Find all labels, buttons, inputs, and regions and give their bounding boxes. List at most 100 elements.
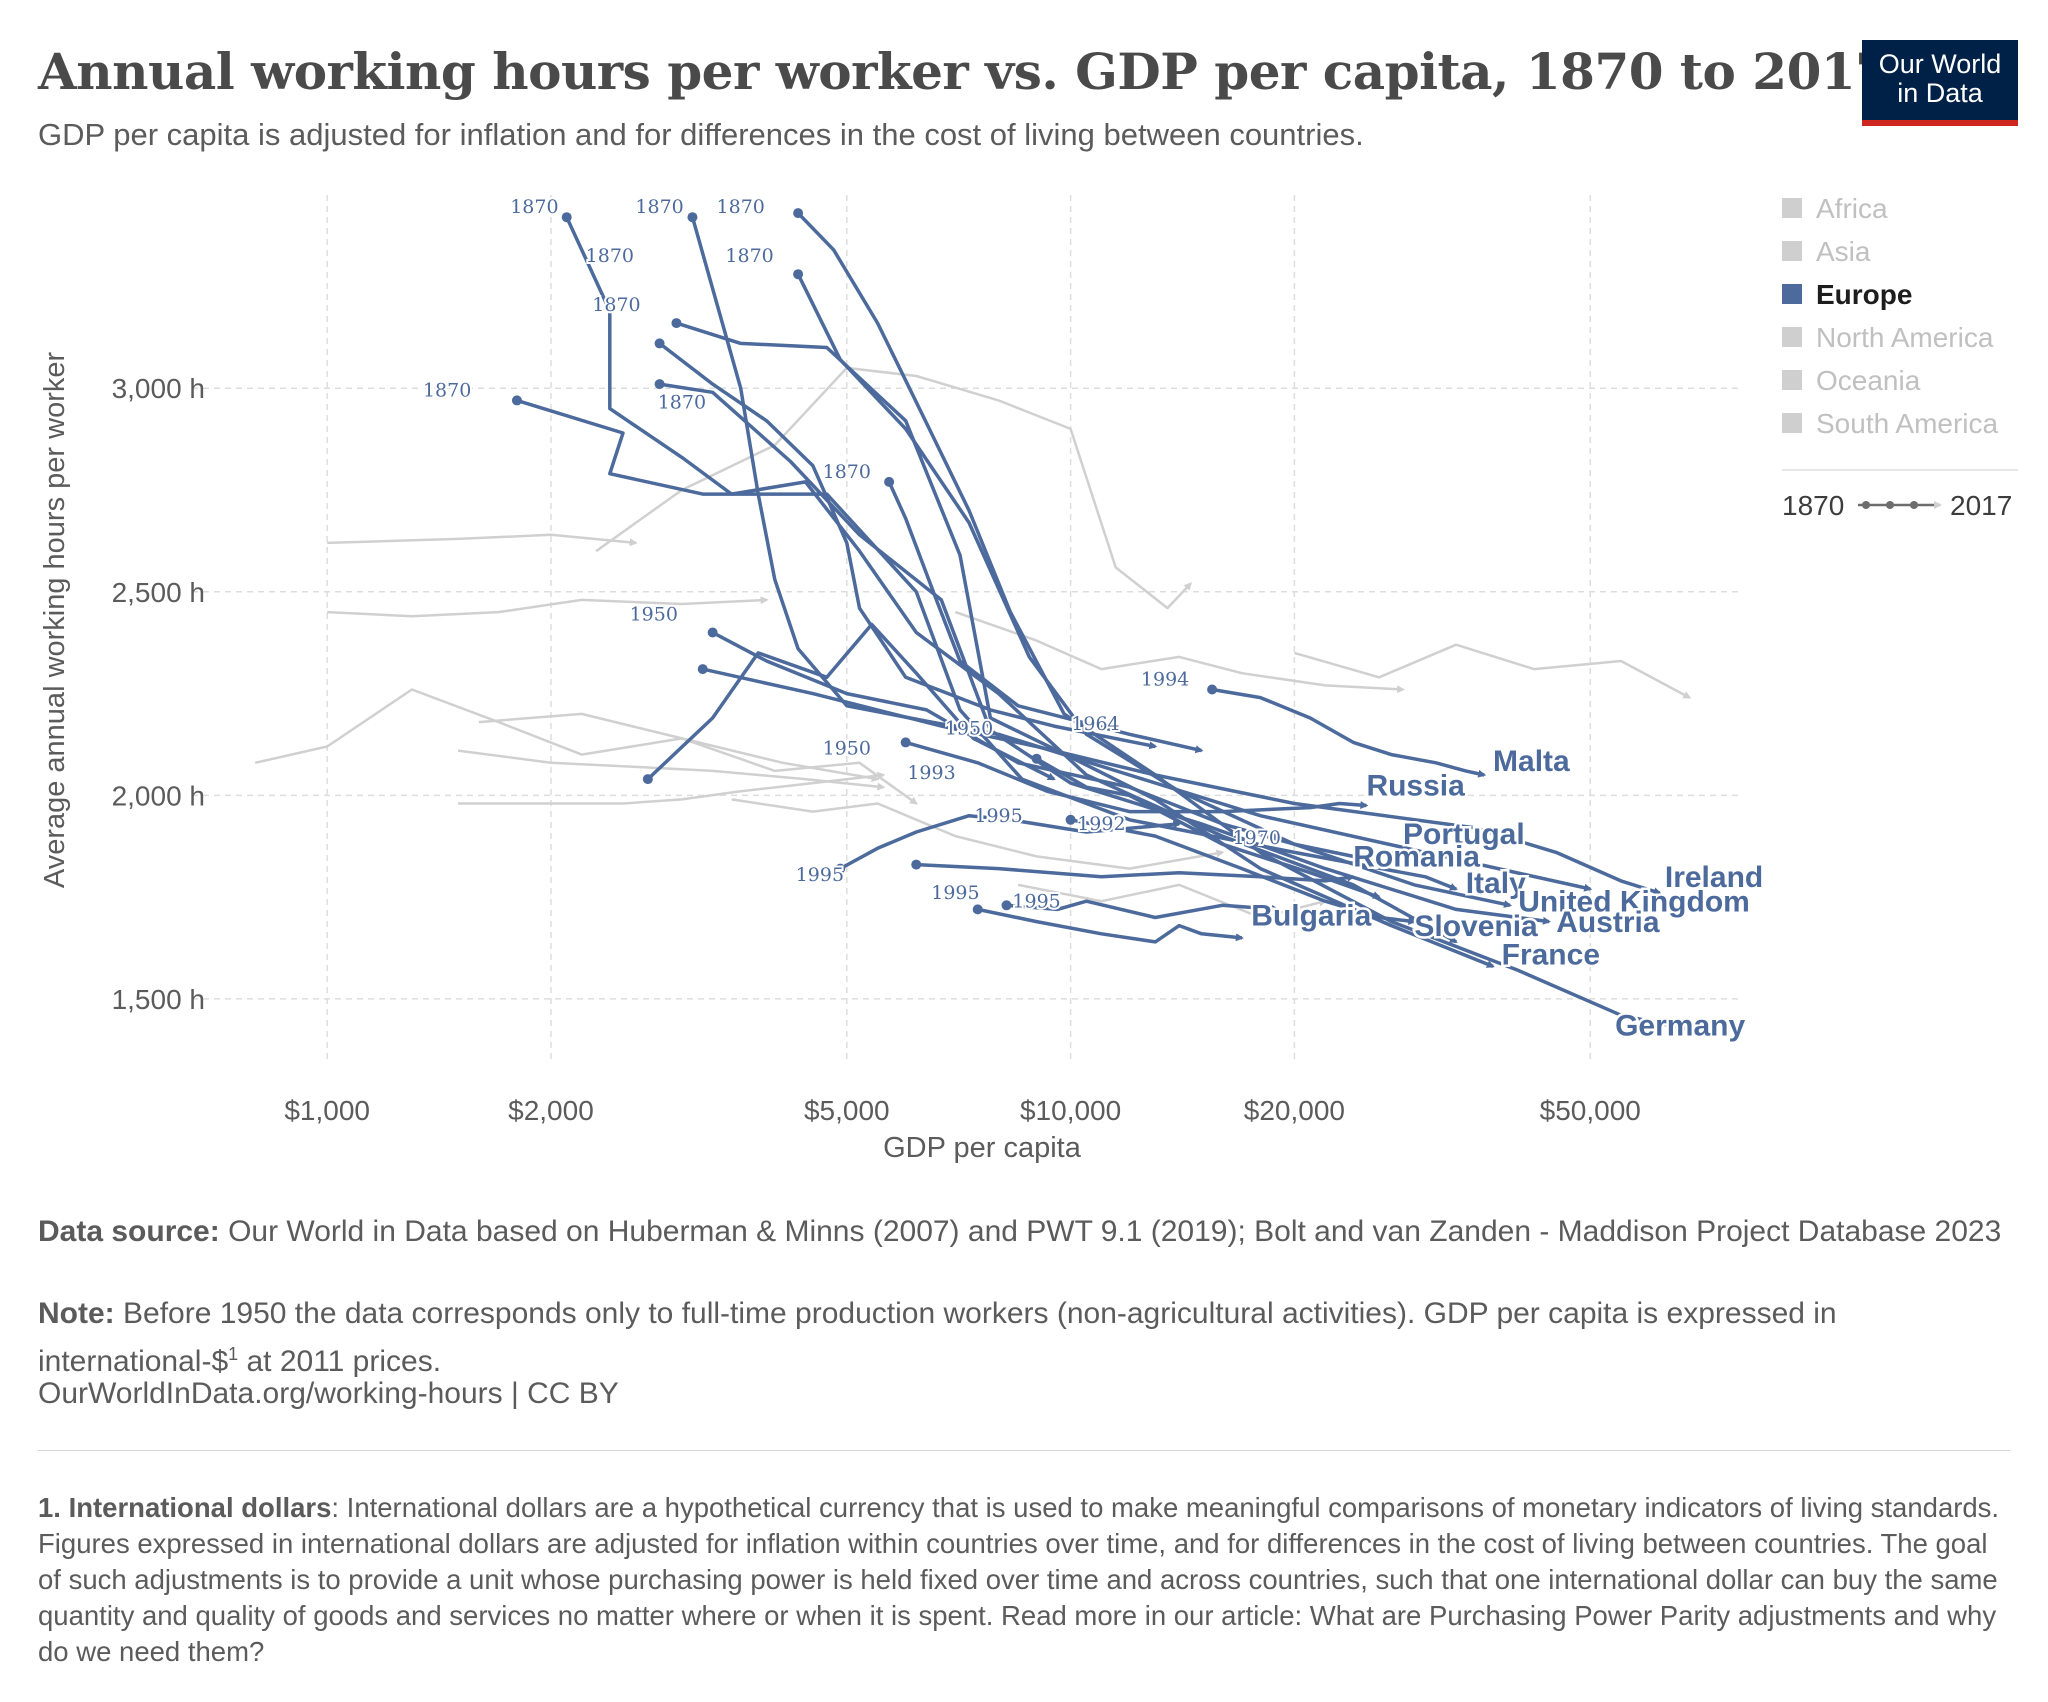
background-series-line xyxy=(457,749,886,791)
y-tick-label: 2,500 h xyxy=(112,577,205,608)
year-label: 1870 xyxy=(592,294,640,316)
series-start-dot xyxy=(511,395,522,406)
country-label: France xyxy=(1502,938,1600,971)
series-start-dot xyxy=(793,208,804,219)
logo-line-2: in Data xyxy=(1897,78,1983,108)
year-label: 1995 xyxy=(796,864,844,886)
legend-item-label[interactable]: Asia xyxy=(1816,236,1871,267)
x-tick-label: $10,000 xyxy=(1020,1095,1121,1126)
y-axis-title: Average annual working hours per worker xyxy=(39,352,71,889)
y-tick-label: 2,000 h xyxy=(112,780,205,811)
background-series-line xyxy=(731,798,1225,870)
year-label: 1970 xyxy=(1233,827,1281,849)
data-source-label: Data source: xyxy=(38,1215,220,1248)
y-tick-label: 1,500 h xyxy=(112,984,205,1015)
series-start-dot xyxy=(642,774,653,785)
series-line[interactable] xyxy=(658,342,1158,750)
year-label: 1964 xyxy=(1071,713,1119,735)
footnote-label: 1. International dollars xyxy=(38,1492,332,1523)
other-regions-lines xyxy=(254,366,1692,919)
year-label: 1995 xyxy=(974,805,1022,827)
timeline-legend[interactable]: 1870 2017 xyxy=(1782,490,2012,521)
chart-svg: 1,500 h 2,000 h 2,500 h 3,000 h $1,000 $2,00… xyxy=(39,193,2018,1164)
footnote-text: : International dollars are a hypothetic… xyxy=(38,1492,2000,1667)
x-tick-label: $1,000 xyxy=(284,1095,370,1126)
series-start-dot xyxy=(687,212,698,223)
legend-swatch xyxy=(1782,370,1802,390)
series-line[interactable] xyxy=(1070,818,1417,925)
series-line[interactable] xyxy=(690,216,1593,892)
series-start-dot xyxy=(835,863,846,874)
note-footnote-ref[interactable]: 1 xyxy=(228,1344,239,1364)
series-line[interactable] xyxy=(905,740,1369,814)
footnote: 1. International dollars: International … xyxy=(38,1490,2010,1670)
series-start-dot xyxy=(1065,814,1076,825)
owid-logo[interactable]: Our World in Data xyxy=(1862,40,2018,126)
legend-swatch xyxy=(1782,241,1802,261)
year-label: 1870 xyxy=(423,379,471,401)
chart-subtitle: GDP per capita is adjusted for inflation… xyxy=(38,117,1364,152)
year-label: 1995 xyxy=(1012,890,1060,912)
timeline-end: 2017 xyxy=(1950,490,2012,521)
y-tick-label: 3,000 h xyxy=(112,373,205,404)
country-label: Portugal xyxy=(1403,818,1525,851)
note-text: Before 1950 the data corresponds only to… xyxy=(38,1297,1837,1378)
year-label: 1950 xyxy=(945,717,993,739)
background-series-line xyxy=(1294,643,1692,699)
legend-item-label[interactable]: Oceania xyxy=(1816,365,1921,396)
country-label: United Kingdom xyxy=(1518,885,1750,918)
source-url[interactable]: OurWorldInData.org/working-hours | CC BY xyxy=(38,1377,619,1410)
grid-lines xyxy=(192,195,1742,1060)
year-label: 1870 xyxy=(658,392,706,414)
x-tick-label: $50,000 xyxy=(1540,1095,1641,1126)
series-start-dot xyxy=(972,904,983,915)
country-label: Malta xyxy=(1493,745,1570,778)
country-label: Slovenia xyxy=(1414,910,1538,943)
series-start-dot xyxy=(911,859,922,870)
legend-item-label[interactable]: North America xyxy=(1816,322,1994,353)
year-label: 1992 xyxy=(1077,813,1125,835)
background-series-line xyxy=(954,610,1405,694)
series-line[interactable] xyxy=(887,481,1204,754)
background-series-line xyxy=(478,712,918,805)
series-line[interactable] xyxy=(839,813,1182,871)
series-line[interactable] xyxy=(565,216,1458,944)
series-line[interactable] xyxy=(675,321,1495,969)
timeline-dot xyxy=(1862,501,1870,509)
y-tick-labels: 1,500 h 2,000 h 2,500 h 3,000 h xyxy=(112,373,205,1015)
year-labels: 1870 1870 1870 1870 1870 1870 1870 1870 1870 1950… xyxy=(421,194,1283,914)
series-line[interactable] xyxy=(1211,687,1487,778)
timeline-start: 1870 xyxy=(1782,490,1844,521)
legend-item-label[interactable]: Europe xyxy=(1816,279,1912,310)
year-label: 1870 xyxy=(725,245,773,267)
legend[interactable]: Africa Asia Europe North America Oceania Sout… xyxy=(1782,193,1999,439)
legend-swatch xyxy=(1782,198,1802,218)
year-label: 1995 xyxy=(931,882,979,904)
series-line[interactable] xyxy=(646,622,1056,781)
legend-swatch xyxy=(1782,284,1802,304)
data-source: Data source: Our World in Data based on … xyxy=(38,1212,2010,1252)
series-line[interactable] xyxy=(1035,757,1381,899)
x-tick-label: $20,000 xyxy=(1244,1095,1345,1126)
series-line[interactable] xyxy=(711,630,1405,859)
series-start-dot xyxy=(697,664,708,675)
year-label: 1870 xyxy=(717,196,765,218)
legend-item-label[interactable]: Africa xyxy=(1816,193,1888,224)
series-line[interactable] xyxy=(796,211,1701,1035)
series-line[interactable] xyxy=(977,907,1244,944)
series-start-dot xyxy=(1031,753,1042,764)
series-line[interactable] xyxy=(1006,899,1280,920)
series-start-dot xyxy=(884,476,895,487)
timeline-dot xyxy=(1910,501,1918,509)
year-label: 1870 xyxy=(586,245,634,267)
legend-item-label[interactable]: South America xyxy=(1816,408,1999,439)
europe-lines[interactable] xyxy=(511,208,1701,1035)
note-label: Note: xyxy=(38,1297,115,1330)
series-line[interactable] xyxy=(916,862,1356,883)
x-tick-label: $2,000 xyxy=(508,1095,594,1126)
series-start-dot xyxy=(654,379,665,390)
x-axis-title: GDP per capita xyxy=(883,1132,1082,1164)
series-line[interactable] xyxy=(659,382,1551,925)
background-series-line xyxy=(327,596,769,618)
